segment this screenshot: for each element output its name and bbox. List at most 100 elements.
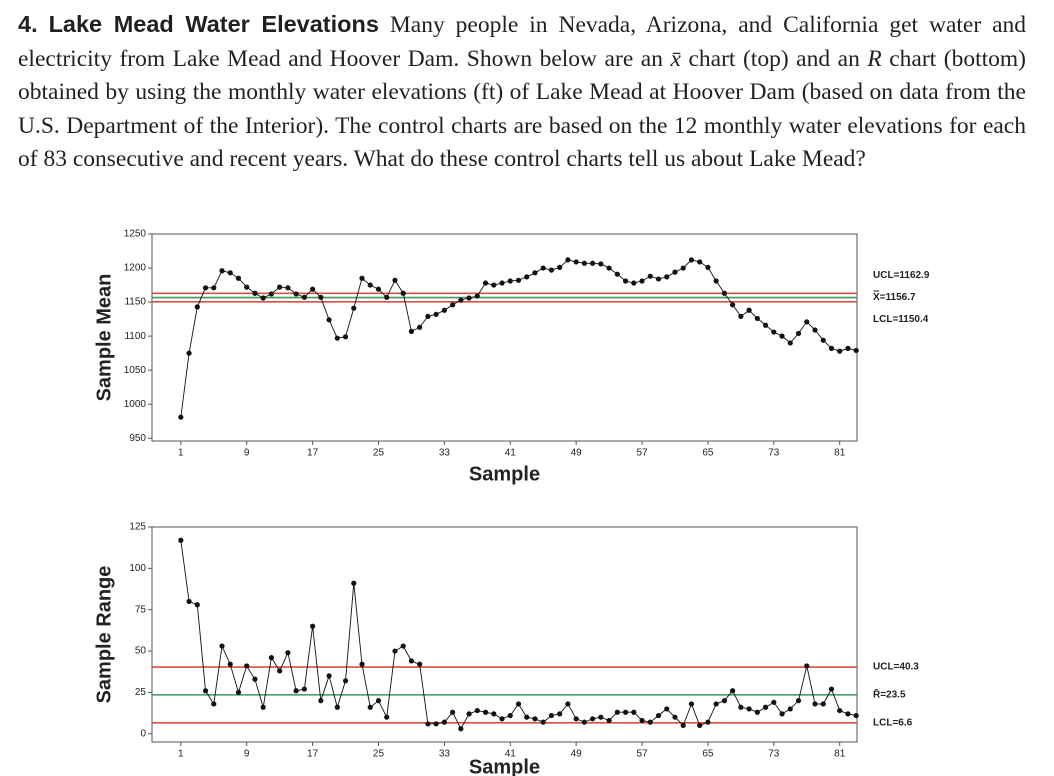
control-label: LCL=6.6 <box>873 717 913 728</box>
data-point <box>450 709 456 715</box>
data-point <box>598 261 604 267</box>
data-point <box>326 673 332 679</box>
data-point <box>573 259 579 265</box>
data-point <box>367 704 373 710</box>
data-point <box>194 304 200 310</box>
problem-body: Many people in Nevada, Arizona, and Cali… <box>18 12 1026 172</box>
data-point <box>507 712 513 719</box>
x-tick-label: 17 <box>307 448 319 459</box>
x-tick-label: 65 <box>702 749 714 760</box>
data-point <box>507 278 513 284</box>
data-point <box>499 280 505 286</box>
data-point <box>219 268 225 274</box>
data-point <box>375 286 382 292</box>
data-point <box>351 580 357 586</box>
data-point <box>532 716 538 722</box>
data-point <box>252 290 258 296</box>
x-tick-label: 9 <box>244 448 250 459</box>
data-point <box>524 274 530 280</box>
data-point <box>474 707 480 714</box>
y-tick-label: 1050 <box>124 365 147 376</box>
data-point <box>194 602 200 608</box>
data-point <box>334 335 340 341</box>
data-point <box>713 278 719 284</box>
data-point <box>408 658 415 664</box>
data-point <box>590 260 596 266</box>
data-point <box>334 704 340 710</box>
x-tick-label: 49 <box>571 448 583 459</box>
control-label: LCL=1150.4 <box>873 314 929 325</box>
data-point <box>754 709 760 715</box>
data-point <box>211 701 217 707</box>
y-tick-label: 1200 <box>124 263 147 274</box>
data-point <box>746 706 752 712</box>
data-point <box>277 668 283 674</box>
data-point <box>762 704 769 710</box>
data-point <box>614 709 620 715</box>
problem-number: 4. <box>18 11 38 37</box>
data-point <box>384 714 390 720</box>
data-point <box>178 537 184 543</box>
data-point <box>425 721 431 727</box>
x-tick-label: 73 <box>768 448 780 459</box>
data-point <box>754 315 760 322</box>
data-point <box>433 721 439 727</box>
data-point <box>647 273 653 279</box>
data-point <box>688 257 695 263</box>
x-tick-label: 1 <box>178 448 184 459</box>
data-point <box>672 269 678 275</box>
problem-title: Lake Mead Water Elevations <box>48 11 379 37</box>
x-tick-label: 17 <box>307 749 319 760</box>
data-point <box>738 704 744 710</box>
data-point <box>482 280 489 286</box>
data-point <box>655 276 662 282</box>
data-point <box>581 719 587 725</box>
data-point <box>310 286 316 292</box>
data-point <box>565 701 571 707</box>
data-point <box>573 716 579 722</box>
x-tick-label: 73 <box>768 749 780 760</box>
data-point <box>730 302 736 308</box>
data-point <box>408 328 415 334</box>
data-point <box>853 712 859 719</box>
data-point <box>219 643 225 649</box>
data-point <box>762 322 769 328</box>
data-point <box>466 711 472 717</box>
y-tick-label: 950 <box>129 433 146 444</box>
data-point <box>458 726 464 732</box>
data-point <box>812 701 818 707</box>
text-run: R <box>867 45 882 72</box>
control-label: UCL=40.3 <box>873 662 919 673</box>
data-point <box>202 688 209 694</box>
data-point <box>548 267 555 273</box>
y-tick-label: 100 <box>129 563 146 574</box>
plot-frame <box>151 526 858 743</box>
data-line <box>180 259 857 418</box>
data-point <box>260 295 266 301</box>
data-point <box>631 709 637 715</box>
x-tick-label: 57 <box>636 448 648 459</box>
data-point <box>458 297 464 303</box>
data-point <box>672 714 678 720</box>
data-point <box>680 265 686 271</box>
text-run: chart (bottom) obtained by using the mon… <box>18 45 1026 173</box>
data-point <box>622 709 629 715</box>
data-point <box>178 414 184 420</box>
data-point <box>837 707 843 714</box>
data-point <box>425 313 431 319</box>
data-point <box>227 270 233 276</box>
data-point <box>260 704 266 710</box>
text-run: x̄ <box>670 45 681 72</box>
x-axis-title: Sample <box>469 463 540 485</box>
data-point <box>639 278 645 284</box>
data-point <box>293 291 299 297</box>
data-point <box>524 714 530 720</box>
data-point <box>721 290 728 296</box>
data-point <box>828 345 835 351</box>
data-point <box>713 701 719 707</box>
data-point <box>779 333 785 339</box>
data-point <box>738 313 744 319</box>
data-point <box>787 340 793 346</box>
